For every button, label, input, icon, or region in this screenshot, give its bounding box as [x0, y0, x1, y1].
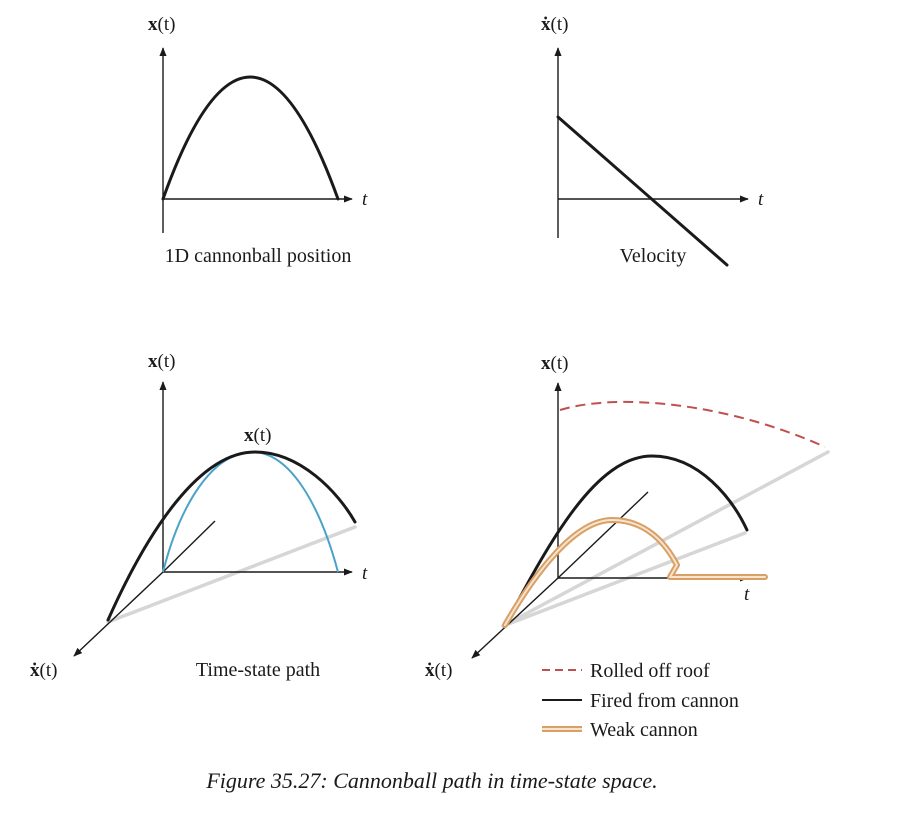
time-state-curve-label: x(t): [244, 425, 271, 446]
comparison-depth-axis-label: ẋ(t): [425, 660, 452, 681]
legend-item-weak-cannon: Weak cannon: [542, 719, 698, 741]
position-panel: x(t) t 1D cannonball position: [148, 14, 368, 267]
legend-item-rolled-off-roof: Rolled off roof: [542, 660, 710, 682]
time-state-panel: x(t) x(t) t ẋ(t) Time-state path: [30, 351, 368, 681]
time-state-projection-curve: [162, 450, 339, 573]
velocity-t-axis-label: t: [758, 189, 764, 210]
figure-caption: Figure 35.27: Cannonball path in time-st…: [205, 768, 657, 793]
comparison-shadow-line-far: [501, 450, 830, 628]
time-state-shadow-line: [106, 525, 357, 624]
time-state-depth-axis-back: [162, 520, 216, 573]
comparison-t-axis-label: t: [744, 584, 750, 605]
position-t-axis-label: t: [362, 189, 368, 210]
legend-label: Rolled off roof: [590, 660, 710, 682]
legend-label: Weak cannon: [590, 719, 698, 741]
position-caption: 1D cannonball position: [165, 245, 352, 267]
time-state-x-axis-label: x(t): [148, 351, 175, 372]
comparison-x-axis-label: x(t): [541, 353, 568, 374]
weak-cannon-curve-inner: [504, 519, 766, 626]
velocity-panel: ẋ(t) t Velocity: [541, 14, 764, 267]
comparison-shadow-line-near: [501, 531, 747, 628]
velocity-y-axis-label: ẋ(t): [541, 14, 568, 35]
time-state-caption: Time-state path: [196, 659, 320, 681]
time-state-path-curve: [106, 450, 357, 622]
time-state-t-axis-label: t: [362, 563, 368, 584]
fired-from-cannon-curve: [503, 454, 749, 627]
position-y-axis-label: x(t): [148, 14, 175, 35]
comparison-depth-axis-back: [557, 491, 649, 579]
comparison-panel: x(t) t ẋ(t) Rolled off roof Fired from c…: [425, 353, 830, 741]
velocity-line: [556, 115, 729, 267]
legend: Rolled off roof Fired from cannon Weak c…: [542, 660, 739, 741]
legend-item-fired-from-cannon: Fired from cannon: [542, 690, 739, 712]
time-state-depth-axis-label: ẋ(t): [30, 660, 57, 681]
rolled-off-roof-curve: [559, 400, 826, 448]
position-curve: [161, 75, 340, 201]
velocity-caption: Velocity: [620, 245, 687, 267]
weak-cannon-curve: [502, 517, 768, 628]
time-state-depth-axis: [73, 571, 164, 657]
legend-label: Fired from cannon: [590, 690, 739, 712]
comparison-depth-axis: [471, 577, 559, 659]
